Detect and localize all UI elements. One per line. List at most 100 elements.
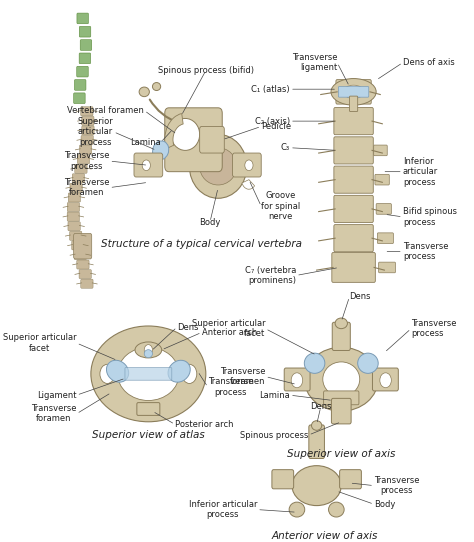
FancyBboxPatch shape bbox=[74, 80, 86, 91]
Ellipse shape bbox=[190, 134, 247, 198]
Ellipse shape bbox=[304, 347, 378, 411]
FancyBboxPatch shape bbox=[77, 66, 88, 77]
Ellipse shape bbox=[343, 85, 364, 99]
Text: C₃: C₃ bbox=[281, 143, 290, 152]
Text: Lamina: Lamina bbox=[130, 138, 161, 147]
Ellipse shape bbox=[153, 82, 161, 91]
Text: Transverse
process: Transverse process bbox=[403, 242, 448, 261]
Text: Superior view of atlas: Superior view of atlas bbox=[92, 430, 205, 440]
FancyBboxPatch shape bbox=[72, 174, 84, 183]
FancyBboxPatch shape bbox=[81, 279, 93, 288]
Text: Inferior
articular
process: Inferior articular process bbox=[403, 157, 438, 186]
Text: Anterior arch: Anterior arch bbox=[202, 328, 257, 337]
FancyBboxPatch shape bbox=[334, 166, 374, 193]
FancyBboxPatch shape bbox=[137, 403, 160, 415]
FancyBboxPatch shape bbox=[200, 126, 224, 153]
Text: Transverse
process: Transverse process bbox=[411, 319, 456, 338]
Ellipse shape bbox=[331, 79, 376, 105]
Ellipse shape bbox=[135, 342, 162, 358]
FancyBboxPatch shape bbox=[67, 212, 80, 221]
Ellipse shape bbox=[328, 502, 344, 517]
FancyBboxPatch shape bbox=[79, 53, 91, 63]
FancyBboxPatch shape bbox=[375, 175, 389, 185]
FancyBboxPatch shape bbox=[125, 367, 172, 380]
Ellipse shape bbox=[107, 360, 128, 382]
Ellipse shape bbox=[168, 360, 190, 382]
FancyBboxPatch shape bbox=[284, 368, 310, 391]
FancyBboxPatch shape bbox=[67, 203, 80, 211]
Ellipse shape bbox=[91, 326, 206, 422]
FancyBboxPatch shape bbox=[165, 108, 222, 172]
FancyBboxPatch shape bbox=[134, 153, 163, 177]
FancyBboxPatch shape bbox=[77, 154, 90, 164]
Text: C₂ (axis): C₂ (axis) bbox=[255, 117, 290, 126]
FancyArrowPatch shape bbox=[150, 100, 179, 123]
FancyBboxPatch shape bbox=[70, 183, 82, 192]
Text: Body: Body bbox=[199, 218, 220, 227]
Ellipse shape bbox=[171, 119, 200, 150]
FancyBboxPatch shape bbox=[334, 224, 374, 251]
FancyBboxPatch shape bbox=[77, 260, 89, 269]
FancyBboxPatch shape bbox=[68, 222, 80, 231]
Text: Transverse
process: Transverse process bbox=[64, 151, 109, 171]
Wedge shape bbox=[242, 179, 255, 189]
FancyBboxPatch shape bbox=[79, 269, 91, 279]
Ellipse shape bbox=[171, 119, 200, 150]
Ellipse shape bbox=[153, 141, 169, 160]
Ellipse shape bbox=[200, 148, 237, 185]
FancyBboxPatch shape bbox=[68, 193, 81, 202]
Ellipse shape bbox=[144, 350, 153, 358]
Text: Transverse
process: Transverse process bbox=[374, 476, 419, 495]
Text: Structure of a typical cervical vertebra: Structure of a typical cervical vertebra bbox=[101, 238, 302, 249]
Circle shape bbox=[245, 160, 253, 171]
Text: Anterior view of axis: Anterior view of axis bbox=[272, 531, 378, 541]
Ellipse shape bbox=[292, 466, 341, 506]
FancyBboxPatch shape bbox=[232, 153, 261, 177]
FancyBboxPatch shape bbox=[80, 40, 91, 50]
Text: Ligament: Ligament bbox=[37, 391, 76, 399]
FancyBboxPatch shape bbox=[334, 137, 374, 164]
Text: Transverse
foramen: Transverse foramen bbox=[64, 178, 109, 197]
FancyBboxPatch shape bbox=[73, 234, 91, 259]
FancyBboxPatch shape bbox=[77, 13, 89, 24]
Circle shape bbox=[100, 364, 115, 383]
Text: Transverse
foramen: Transverse foramen bbox=[31, 404, 76, 423]
FancyBboxPatch shape bbox=[334, 195, 374, 223]
Text: Dens: Dens bbox=[177, 322, 199, 332]
Text: Transverse
process: Transverse process bbox=[208, 377, 254, 397]
FancyBboxPatch shape bbox=[332, 253, 375, 282]
Ellipse shape bbox=[335, 318, 347, 328]
FancyBboxPatch shape bbox=[373, 368, 398, 391]
Text: Dens of axis: Dens of axis bbox=[403, 58, 455, 67]
Text: Superior articular
facet: Superior articular facet bbox=[3, 333, 76, 353]
Ellipse shape bbox=[139, 87, 149, 96]
FancyBboxPatch shape bbox=[74, 250, 87, 260]
Ellipse shape bbox=[118, 347, 179, 401]
Text: Lamina: Lamina bbox=[259, 391, 290, 399]
FancyBboxPatch shape bbox=[309, 425, 324, 459]
Circle shape bbox=[144, 345, 153, 355]
Text: C₇ (vertebra
prominens): C₇ (vertebra prominens) bbox=[245, 266, 296, 285]
Text: Body: Body bbox=[374, 500, 395, 509]
FancyBboxPatch shape bbox=[349, 96, 358, 112]
Ellipse shape bbox=[311, 421, 322, 430]
Text: Posterior arch: Posterior arch bbox=[175, 420, 234, 429]
FancyBboxPatch shape bbox=[336, 80, 371, 104]
Text: Pedicle: Pedicle bbox=[261, 122, 292, 131]
FancyBboxPatch shape bbox=[376, 204, 392, 214]
Ellipse shape bbox=[358, 353, 378, 373]
Text: Dens: Dens bbox=[310, 402, 331, 411]
Text: Dens: Dens bbox=[349, 292, 371, 301]
FancyBboxPatch shape bbox=[70, 231, 82, 240]
Text: C₁ (atlas): C₁ (atlas) bbox=[251, 85, 290, 94]
Circle shape bbox=[380, 373, 392, 388]
FancyBboxPatch shape bbox=[377, 233, 393, 243]
Text: Superior articular
facet: Superior articular facet bbox=[191, 319, 265, 338]
Text: Transverse
foramen: Transverse foramen bbox=[220, 367, 265, 386]
FancyBboxPatch shape bbox=[75, 164, 87, 173]
FancyBboxPatch shape bbox=[82, 117, 94, 125]
Text: Inferior articular
process: Inferior articular process bbox=[189, 500, 257, 519]
FancyBboxPatch shape bbox=[374, 145, 387, 156]
FancyBboxPatch shape bbox=[331, 398, 351, 424]
Text: Groove
for spinal
nerve: Groove for spinal nerve bbox=[261, 191, 301, 221]
